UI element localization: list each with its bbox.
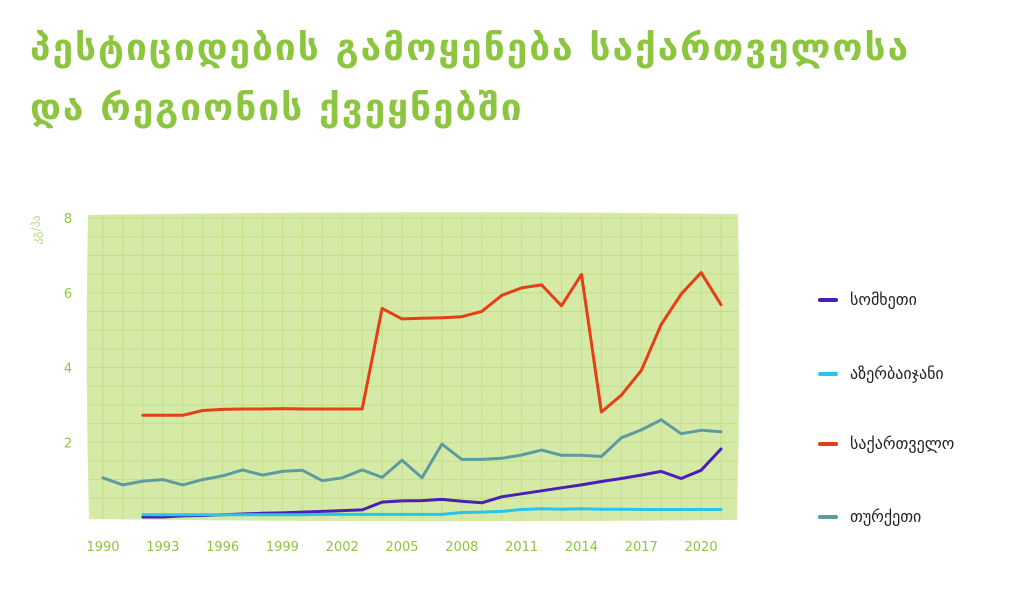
y-tick-label: 2	[64, 436, 72, 451]
y-tick-label: 8	[64, 212, 72, 227]
y-axis-label: კგ/ჰა	[29, 215, 43, 244]
legend-swatch-armenia	[818, 297, 838, 302]
x-tick-label: 2020	[685, 540, 718, 555]
y-tick-label: 6	[64, 287, 72, 302]
x-tick-label: 1993	[146, 540, 179, 555]
x-tick-label: 2014	[565, 540, 598, 555]
title-line-2: და რეგიონის ქვეყნებში	[30, 86, 524, 129]
legend-swatch-azerbaijan	[818, 371, 838, 376]
plot-area	[86, 212, 740, 522]
x-tick-label: 2011	[505, 540, 538, 555]
series-line-azerbaijan	[141, 507, 723, 517]
title-line-1: პესტიციდების გამოყენება საქართველოსა	[30, 26, 911, 69]
y-tick-label: 4	[64, 362, 72, 377]
x-tick-label: 2002	[326, 540, 359, 555]
page-title: პესტიციდების გამოყენება საქართველოსა და …	[30, 18, 910, 138]
legend-swatch-turkey	[818, 514, 838, 519]
x-tick-label: 1999	[266, 540, 299, 555]
series-lines	[101, 271, 723, 519]
x-tick-label: 1996	[206, 540, 239, 555]
legend-label-armenia: სომხეთი	[850, 290, 917, 309]
x-tick-label: 2017	[625, 540, 658, 555]
x-tick-label: 2005	[385, 540, 418, 555]
legend-label-turkey: თურქეთი	[850, 507, 922, 526]
series-line-georgia	[141, 271, 723, 417]
legend-swatch-georgia	[818, 441, 838, 446]
x-axis: 1990 1993 1996 1999 2002 2005 2008 2011 2014 2017…	[86, 540, 717, 555]
x-tick-label: 1990	[86, 540, 119, 555]
legend-item-georgia: საქართველო	[818, 434, 954, 453]
legend-item-turkey: თურქეთი	[818, 507, 921, 526]
grid	[89, 215, 737, 519]
series-line-turkey	[101, 418, 723, 487]
legend-label-azerbaijan: აზერბაიჯანი	[850, 364, 944, 383]
legend-label-georgia: საქართველო	[850, 434, 955, 453]
y-axis: 2 4 6 8	[64, 212, 72, 451]
x-tick-label: 2008	[445, 540, 478, 555]
legend-item-azerbaijan: აზერბაიჯანი	[818, 364, 944, 383]
legend-item-armenia: სომხეთი	[818, 290, 917, 309]
